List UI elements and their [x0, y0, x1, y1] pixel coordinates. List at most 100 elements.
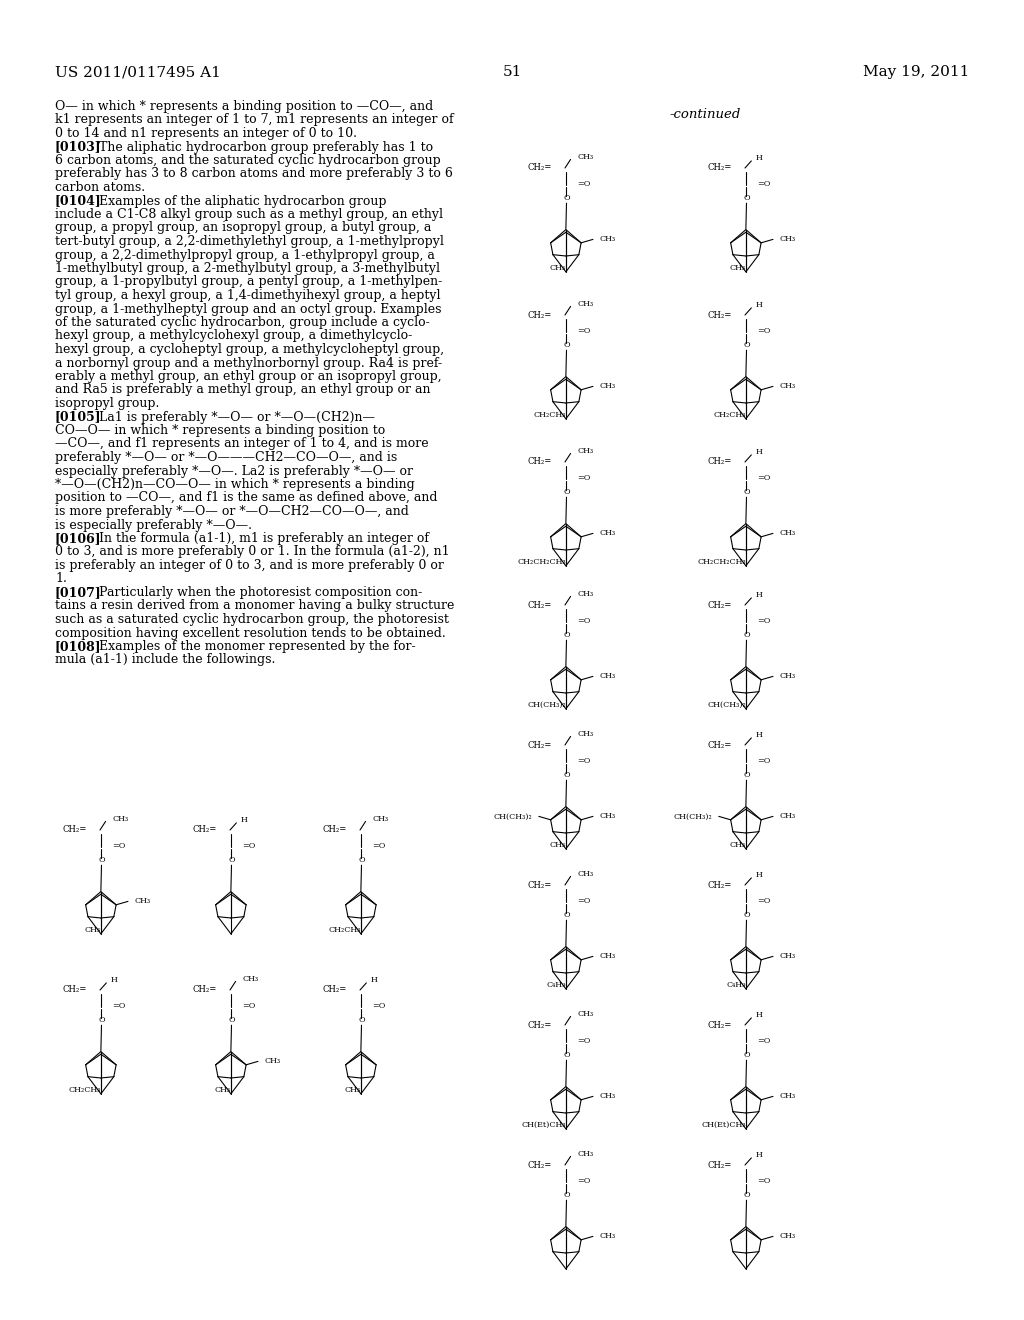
Text: C₄H₉: C₄H₉	[726, 981, 745, 989]
Text: is more preferably *—O— or *—O—CH2—CO—O—, and: is more preferably *—O— or *—O—CH2—CO—O—…	[55, 506, 409, 517]
Text: O: O	[358, 1016, 365, 1024]
Text: 1-methylbutyl group, a 2-methylbutyl group, a 3-methylbutyl: 1-methylbutyl group, a 2-methylbutyl gro…	[55, 261, 440, 275]
Text: O: O	[98, 1016, 104, 1024]
Text: H: H	[756, 301, 763, 309]
Text: especially preferably *—O—. La2 is preferably *—O— or: especially preferably *—O—. La2 is prefe…	[55, 465, 413, 478]
Text: is especially preferably *—O—.: is especially preferably *—O—.	[55, 519, 252, 532]
Text: position to —CO—, and f1 is the same as defined above, and: position to —CO—, and f1 is the same as …	[55, 491, 437, 504]
Text: O: O	[358, 855, 365, 863]
Text: =O: =O	[757, 1036, 770, 1044]
Text: group, a propyl group, an isopropyl group, a butyl group, a: group, a propyl group, an isopropyl grou…	[55, 222, 431, 235]
Text: O: O	[563, 1051, 569, 1059]
Text: US 2011/0117495 A1: US 2011/0117495 A1	[55, 65, 221, 79]
Text: erably a methyl group, an ethyl group or an isopropyl group,: erably a methyl group, an ethyl group or…	[55, 370, 441, 383]
Text: H: H	[756, 1011, 763, 1019]
Text: CH₃: CH₃	[780, 529, 796, 537]
Text: CH₃: CH₃	[780, 953, 796, 961]
Text: CH₂=: CH₂=	[528, 458, 552, 466]
Text: CH₂CH₃: CH₂CH₃	[329, 927, 360, 935]
Text: =O: =O	[112, 842, 125, 850]
Text: O: O	[563, 631, 569, 639]
Text: CH₂=: CH₂=	[193, 986, 217, 994]
Text: CH₂=: CH₂=	[708, 741, 732, 750]
Text: H: H	[756, 591, 763, 599]
Text: CH₂=: CH₂=	[528, 1160, 552, 1170]
Text: CH₂=: CH₂=	[528, 880, 552, 890]
Text: O— in which * represents a binding position to —CO—, and: O— in which * represents a binding posit…	[55, 100, 433, 114]
Text: [0104]: [0104]	[55, 194, 101, 207]
Text: CH(Et)CH₃: CH(Et)CH₃	[701, 1121, 745, 1130]
Text: CH₃: CH₃	[600, 812, 616, 821]
Text: hexyl group, a methylcyclohexyl group, a dimethylcyclo-: hexyl group, a methylcyclohexyl group, a…	[55, 330, 413, 342]
Text: =O: =O	[757, 327, 770, 335]
Text: CH₂=: CH₂=	[708, 310, 732, 319]
Text: CO—O— in which * represents a binding position to: CO—O— in which * represents a binding po…	[55, 424, 385, 437]
Text: 0 to 14 and n1 represents an integer of 0 to 10.: 0 to 14 and n1 represents an integer of …	[55, 127, 357, 140]
Text: —CO—, and f1 represents an integer of 1 to 4, and is more: —CO—, and f1 represents an integer of 1 …	[55, 437, 429, 450]
Text: CH₃: CH₃	[265, 1057, 282, 1065]
Text: O: O	[563, 488, 569, 496]
Text: CH₂=: CH₂=	[323, 986, 347, 994]
Text: =O: =O	[372, 1002, 385, 1010]
Text: CH₂=: CH₂=	[528, 164, 552, 173]
Text: =O: =O	[242, 842, 255, 850]
Text: O: O	[563, 341, 569, 348]
Text: *—O—(CH2)n—CO—O— in which * represents a binding: *—O—(CH2)n—CO—O— in which * represents a…	[55, 478, 415, 491]
Text: tert-butyl group, a 2,2-dimethylethyl group, a 1-methylpropyl: tert-butyl group, a 2,2-dimethylethyl gr…	[55, 235, 443, 248]
Text: CH(CH₃)₂: CH(CH₃)₂	[673, 812, 712, 821]
Text: O: O	[743, 488, 750, 496]
Text: [0103]: [0103]	[55, 140, 101, 153]
Text: H: H	[756, 1151, 763, 1159]
Text: [0106]: [0106]	[55, 532, 101, 545]
Text: CH₂=: CH₂=	[62, 986, 87, 994]
Text: CH₂=: CH₂=	[708, 1020, 732, 1030]
Text: carbon atoms.: carbon atoms.	[55, 181, 145, 194]
Text: O: O	[228, 855, 234, 863]
Text: 51: 51	[503, 65, 521, 79]
Text: =O: =O	[577, 616, 591, 624]
Text: CH₂=: CH₂=	[708, 601, 732, 610]
Text: O: O	[563, 771, 569, 779]
Text: tains a resin derived from a monomer having a bulky structure: tains a resin derived from a monomer hav…	[55, 599, 455, 612]
Text: CH₂=: CH₂=	[708, 880, 732, 890]
Text: composition having excellent resolution tends to be obtained.: composition having excellent resolution …	[55, 627, 445, 639]
Text: CH₂CH₂CH₃: CH₂CH₂CH₃	[517, 558, 566, 566]
Text: H: H	[756, 449, 763, 457]
Text: CH₃: CH₃	[578, 1150, 594, 1158]
Text: 1.: 1.	[55, 573, 67, 586]
Text: =O: =O	[757, 616, 770, 624]
Text: 0 to 3, and is more preferably 0 or 1. In the formula (a1-2), n1: 0 to 3, and is more preferably 0 or 1. I…	[55, 545, 450, 558]
Text: H: H	[756, 154, 763, 162]
Text: CH₂=: CH₂=	[708, 458, 732, 466]
Text: =O: =O	[242, 1002, 255, 1010]
Text: CH₂=: CH₂=	[193, 825, 217, 834]
Text: such as a saturated cyclic hydrocarbon group, the photoresist: such as a saturated cyclic hydrocarbon g…	[55, 612, 449, 626]
Text: and Ra5 is preferably a methyl group, an ethyl group or an: and Ra5 is preferably a methyl group, an…	[55, 384, 430, 396]
Text: =O: =O	[577, 1036, 591, 1044]
Text: H: H	[111, 977, 118, 985]
Text: O: O	[743, 1051, 750, 1059]
Text: H: H	[371, 977, 378, 985]
Text: group, a 2,2-dimethylpropyl group, a 1-ethylpropyl group, a: group, a 2,2-dimethylpropyl group, a 1-e…	[55, 248, 435, 261]
Text: -continued: -continued	[670, 108, 741, 121]
Text: CH₃: CH₃	[780, 1233, 796, 1241]
Text: Particularly when the photoresist composition con-: Particularly when the photoresist compos…	[83, 586, 422, 599]
Text: =O: =O	[577, 327, 591, 335]
Text: CH₃: CH₃	[135, 898, 152, 906]
Text: =O: =O	[112, 1002, 125, 1010]
Text: Examples of the aliphatic hydrocarbon group: Examples of the aliphatic hydrocarbon gr…	[83, 194, 386, 207]
Text: CH₃: CH₃	[113, 814, 129, 822]
Text: CH₂=: CH₂=	[62, 825, 87, 834]
Text: CH₂=: CH₂=	[708, 164, 732, 173]
Text: CH₃: CH₃	[600, 529, 616, 537]
Text: La1 is preferably *—O— or *—O—(CH2)n—: La1 is preferably *—O— or *—O—(CH2)n—	[83, 411, 375, 424]
Text: =O: =O	[577, 180, 591, 187]
Text: O: O	[563, 1191, 569, 1199]
Text: CH₃: CH₃	[780, 672, 796, 680]
Text: include a C1-C8 alkyl group such as a methyl group, an ethyl: include a C1-C8 alkyl group such as a me…	[55, 209, 443, 220]
Text: =O: =O	[577, 474, 591, 482]
Text: CH₃: CH₃	[345, 1086, 360, 1094]
Text: =O: =O	[757, 756, 770, 764]
Text: CH(CH₃)₂: CH(CH₃)₂	[527, 701, 566, 709]
Text: =O: =O	[757, 180, 770, 187]
